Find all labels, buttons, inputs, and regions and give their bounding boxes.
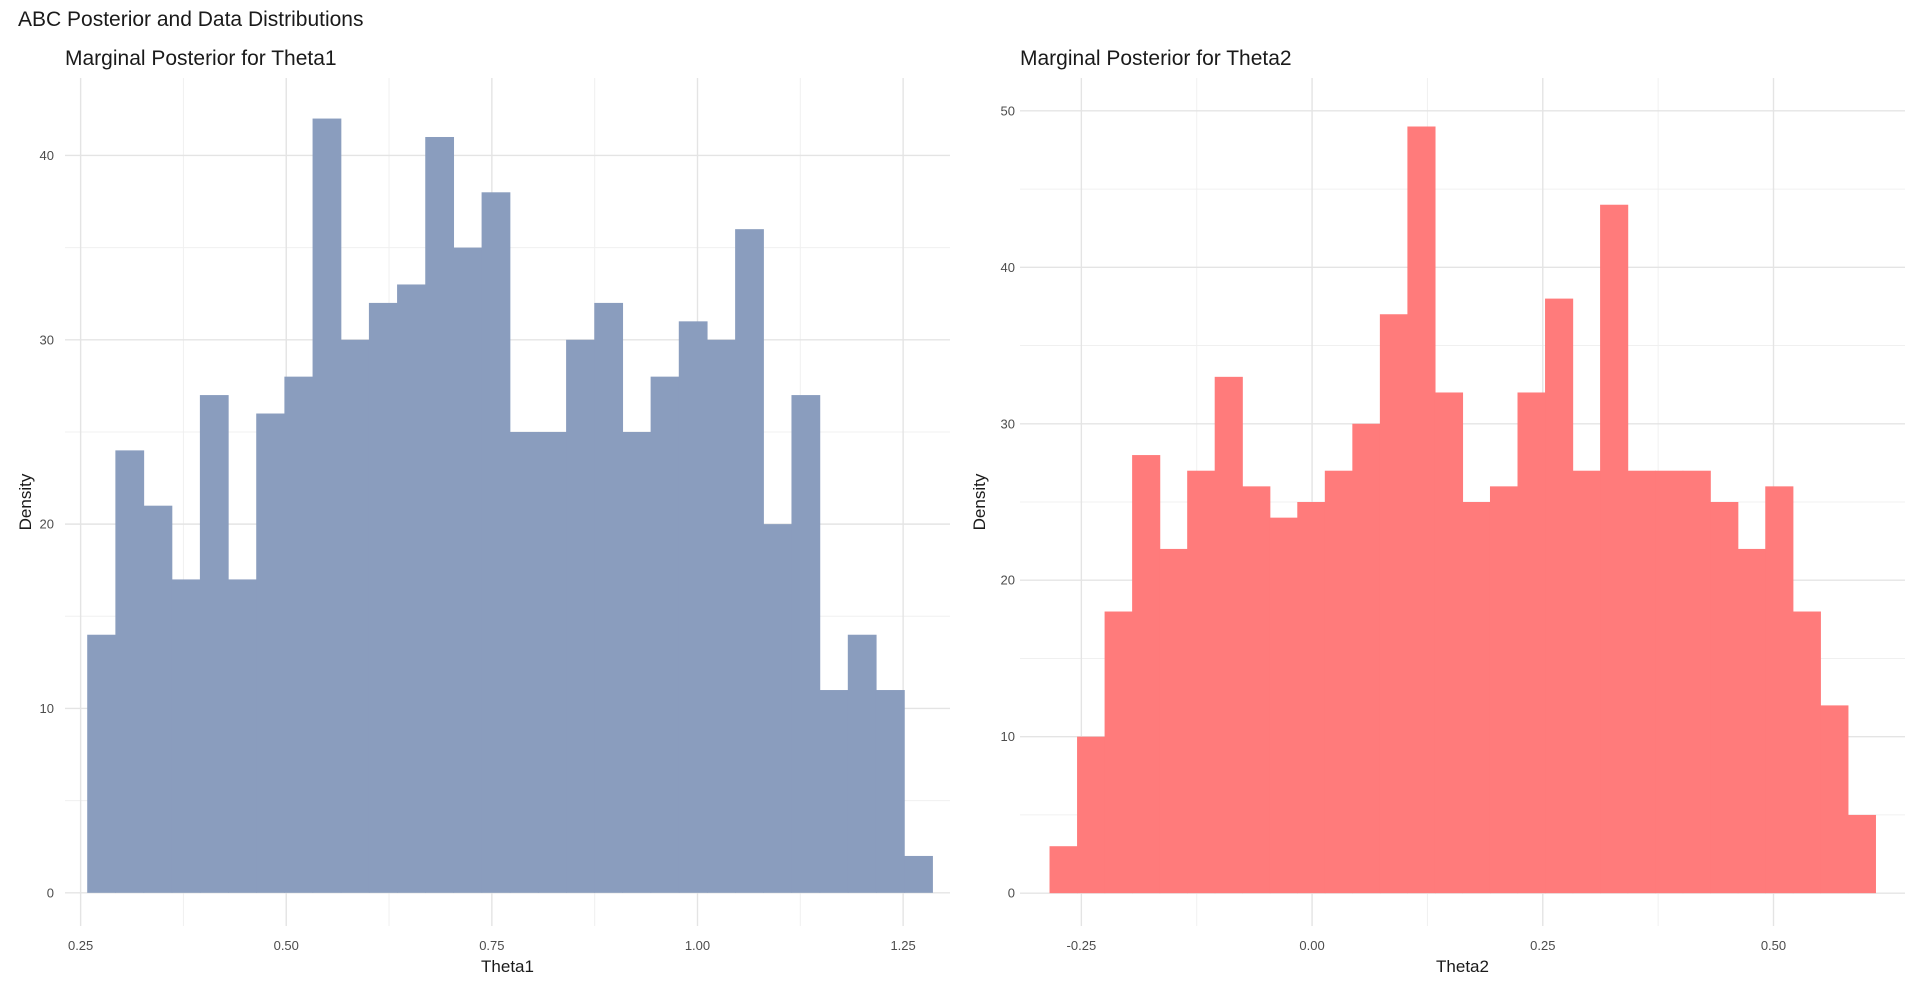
histogram-bar bbox=[904, 855, 933, 893]
histogram-bar bbox=[594, 302, 624, 893]
histogram-bar bbox=[312, 118, 342, 893]
chart-title: Marginal Posterior for Theta2 bbox=[1020, 47, 1292, 70]
x-axis-title: Theta1 bbox=[481, 957, 534, 976]
histogram-bar bbox=[1132, 455, 1161, 894]
histogram-bar bbox=[143, 505, 173, 893]
histogram-bar bbox=[256, 413, 285, 893]
y-axis-title: Density bbox=[970, 473, 989, 530]
histogram-bar bbox=[566, 339, 595, 893]
histogram-bar bbox=[284, 376, 314, 893]
histogram-bar bbox=[1462, 502, 1491, 894]
chart-title: Marginal Posterior for Theta1 bbox=[65, 47, 337, 70]
histogram-bar bbox=[199, 395, 229, 893]
x-tick-label: 0.25 bbox=[1530, 938, 1555, 953]
x-tick-label: 0.50 bbox=[274, 938, 299, 953]
histogram-bar bbox=[1792, 611, 1821, 894]
histogram-bar bbox=[1297, 502, 1326, 894]
histogram-bar bbox=[87, 634, 116, 893]
histogram-bar bbox=[1187, 470, 1216, 894]
histogram-bar bbox=[1352, 423, 1381, 894]
histogram-bar bbox=[650, 376, 680, 893]
histogram-bar bbox=[425, 136, 455, 893]
histogram-bar bbox=[678, 321, 708, 893]
histogram-bar bbox=[340, 339, 370, 893]
histogram-bar bbox=[622, 431, 652, 893]
histogram-bar bbox=[1159, 548, 1188, 894]
x-tick-label: 0.00 bbox=[1299, 938, 1324, 953]
y-tick-label: 0 bbox=[47, 885, 54, 900]
histogram-bar bbox=[1572, 470, 1601, 894]
histogram-bar bbox=[368, 302, 398, 893]
y-tick-label: 10 bbox=[1001, 729, 1015, 744]
x-tick-label: 1.00 bbox=[685, 938, 710, 953]
histogram-bar bbox=[1269, 517, 1298, 894]
histogram-bar bbox=[1214, 376, 1243, 894]
histogram-bar bbox=[1820, 705, 1849, 894]
page-title: ABC Posterior and Data Distributions bbox=[18, 8, 364, 31]
x-tick-label: 0.50 bbox=[1761, 938, 1786, 953]
histogram-bar bbox=[1489, 486, 1519, 894]
x-tick-label: -0.25 bbox=[1067, 938, 1097, 953]
x-tick-label: 1.25 bbox=[890, 938, 915, 953]
histogram-bar bbox=[397, 284, 426, 893]
histogram-bar bbox=[1600, 204, 1629, 894]
histogram-bar bbox=[1049, 846, 1078, 894]
histogram-bar bbox=[819, 690, 849, 893]
histogram-bar bbox=[481, 192, 511, 893]
x-axis-title: Theta2 bbox=[1436, 957, 1489, 976]
histogram-bar bbox=[1737, 548, 1766, 894]
histogram-theta1: 0.25 0.50 0.75 1.00 1.25 0 10 20 30 40 Theta1 Densi… bbox=[16, 78, 950, 976]
histogram-bar bbox=[1710, 502, 1739, 894]
y-tick-label: 30 bbox=[40, 332, 54, 347]
histogram-bar bbox=[735, 229, 764, 893]
histogram-bar bbox=[763, 524, 793, 893]
y-tick-label: 30 bbox=[1001, 416, 1015, 431]
y-tick-label: 50 bbox=[1001, 103, 1015, 118]
histogram-bar bbox=[1324, 470, 1353, 894]
histogram-bar bbox=[1517, 392, 1546, 894]
y-tick-label: 40 bbox=[40, 148, 54, 163]
y-tick-label: 0 bbox=[1008, 886, 1015, 901]
histogram-bars bbox=[1049, 126, 1876, 894]
histogram-bar bbox=[706, 339, 736, 893]
histogram-bar bbox=[509, 431, 539, 893]
x-tick-label: 0.25 bbox=[68, 938, 93, 953]
x-tick-label: 0.75 bbox=[479, 938, 504, 953]
histogram-bar bbox=[453, 247, 483, 893]
histogram-bar bbox=[1765, 486, 1794, 894]
histogram-bar bbox=[537, 431, 567, 893]
histogram-bar bbox=[875, 690, 905, 893]
histogram-bar bbox=[1104, 611, 1133, 894]
histogram-bar bbox=[1242, 486, 1271, 894]
histogram-bars bbox=[87, 118, 933, 893]
histogram-bar bbox=[1077, 736, 1106, 894]
histogram-bar bbox=[1379, 314, 1408, 894]
histogram-bar bbox=[847, 634, 877, 893]
histogram-bar bbox=[1847, 814, 1876, 894]
histogram-bar bbox=[228, 579, 257, 893]
y-tick-label: 40 bbox=[1001, 260, 1015, 275]
histogram-bar bbox=[1655, 470, 1684, 894]
histogram-bar bbox=[1627, 470, 1656, 894]
histogram-bar bbox=[1682, 470, 1711, 894]
histogram-bar bbox=[171, 579, 201, 893]
histogram-bar bbox=[1407, 126, 1436, 894]
y-tick-label: 10 bbox=[40, 701, 54, 716]
y-tick-label: 20 bbox=[40, 517, 54, 532]
histogram-bar bbox=[115, 450, 145, 893]
histogram-bar bbox=[1545, 298, 1574, 894]
histogram-bar bbox=[1434, 392, 1464, 894]
histogram-bar bbox=[791, 395, 821, 893]
y-tick-label: 20 bbox=[1001, 573, 1015, 588]
y-axis-title: Density bbox=[16, 473, 35, 530]
